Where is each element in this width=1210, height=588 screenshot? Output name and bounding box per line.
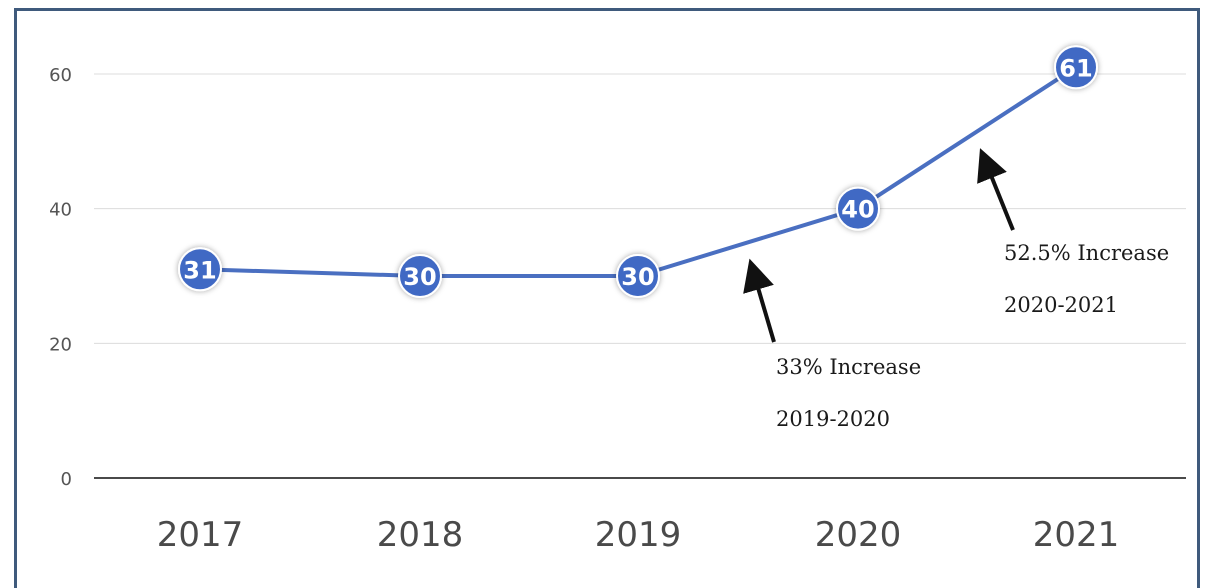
annotation-text-line1: 33% Increase (776, 355, 921, 379)
annotation-text-line2: 2019-2020 (776, 407, 890, 431)
data-label: 31 (183, 256, 216, 284)
data-point-marker (1054, 45, 1098, 90)
grid-lines (94, 73, 1186, 479)
x-tick-label: 2018 (377, 515, 464, 555)
series-line (199, 65, 1078, 278)
data-markers: 31 30 30 40 61 (178, 45, 1098, 298)
data-point: 30 (398, 254, 442, 298)
annotation-arrow-2019-2020 (743, 258, 776, 343)
data-point: 40 (836, 186, 880, 231)
annotation-2019-2020: 33% Increase 2019-2020 (743, 258, 921, 431)
x-tick-label: 2020 (815, 515, 902, 555)
data-point-marker (616, 254, 660, 298)
annotation-text-line2: 2020-2021 (1004, 293, 1118, 317)
annotation-text-line1: 52.5% Increase (1004, 241, 1169, 265)
y-tick-label: 20 (49, 334, 72, 355)
x-axis-ticks: 2017 2018 2019 2020 2021 (157, 515, 1120, 555)
y-tick-label: 0 (61, 469, 72, 490)
x-tick-label: 2017 (157, 515, 244, 555)
x-tick-label: 2019 (595, 515, 682, 555)
y-tick-label: 60 (49, 65, 72, 86)
data-point: 31 (178, 247, 222, 292)
chart-frame (14, 8, 1200, 588)
data-label: 61 (1059, 54, 1092, 82)
y-tick-label: 40 (49, 200, 72, 221)
data-point-marker (836, 186, 880, 231)
data-point: 61 (1054, 45, 1098, 90)
data-point: 30 (616, 254, 660, 298)
annotation-arrow-2020-2021 (977, 148, 1015, 231)
y-axis-ticks: 0 20 40 60 (49, 65, 72, 490)
data-label: 30 (621, 263, 654, 291)
series-polyline (199, 65, 1078, 278)
data-label: 30 (403, 263, 436, 291)
x-tick-label: 2021 (1033, 515, 1120, 555)
data-point-marker (398, 254, 442, 298)
data-point-marker (178, 247, 222, 292)
data-label: 40 (841, 196, 874, 224)
annotation-2020-2021: 52.5% Increase 2020-2021 (977, 148, 1169, 317)
